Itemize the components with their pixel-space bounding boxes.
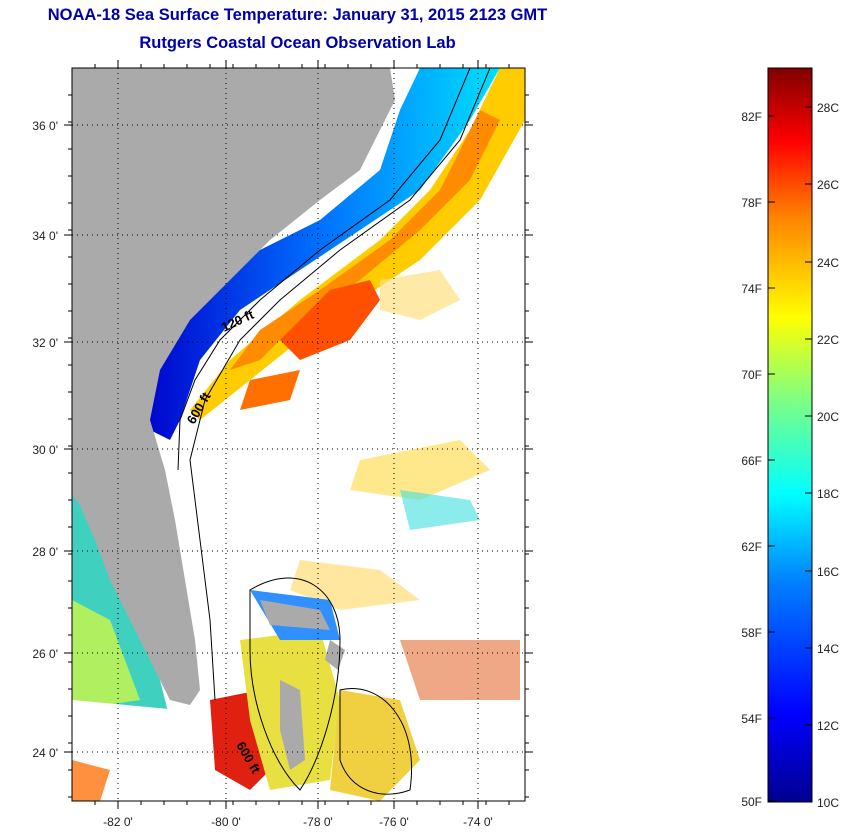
offshore-patch <box>350 440 490 500</box>
lon-tick-label: -82 0' <box>103 815 133 829</box>
colorbar-f-label: 58F <box>741 626 762 640</box>
colorbar-f-label: 74F <box>741 282 762 296</box>
warm-patch <box>240 370 300 410</box>
colorbar-c-label: 10C <box>817 796 839 810</box>
lat-tick-label: 28 0' <box>32 545 58 559</box>
map-gridlines <box>64 60 533 809</box>
colorbar-c-label: 26C <box>817 178 839 192</box>
contour-600ft <box>189 68 491 701</box>
land-us-southeast <box>72 68 395 705</box>
lat-tick-label: 36 0' <box>32 119 58 133</box>
colorbar-c-label: 28C <box>817 101 839 115</box>
colorbar-f-label: 78F <box>741 196 762 210</box>
lon-tick-label: -78 0' <box>303 815 333 829</box>
colorbar-f-label: 62F <box>741 540 762 554</box>
lat-tick-label: 30 0' <box>32 443 58 457</box>
colorbar-c-label: 20C <box>817 410 839 424</box>
map-frame <box>71 67 526 802</box>
offshore-patch <box>380 270 460 320</box>
land-andros <box>280 680 305 770</box>
colorbar-f-label: 66F <box>741 454 762 468</box>
land-grand-bahama <box>260 600 330 630</box>
colorbar <box>767 67 813 803</box>
colorbar-f-label: 70F <box>741 368 762 382</box>
gulf-shelf-water <box>72 600 140 710</box>
warm-eddy <box>280 280 380 360</box>
sst-layer <box>72 68 525 801</box>
shelf-water <box>140 68 500 440</box>
colorbar-f-label: 50F <box>741 795 762 809</box>
lat-tick-label: 24 0' <box>32 746 58 760</box>
lat-tick-label: 34 0' <box>32 229 58 243</box>
colorbar-c-label: 12C <box>817 719 839 733</box>
gulf-warm-water <box>72 760 110 801</box>
lon-tick-label: -74 0' <box>463 815 493 829</box>
colorbar-ticks <box>768 106 812 803</box>
colorbar-c-label: 22C <box>817 333 839 347</box>
cool-streak <box>400 490 480 530</box>
contour-120ft <box>177 68 471 471</box>
colorbar-f-label: 54F <box>741 712 762 726</box>
colorbar-c-label: 18C <box>817 487 839 501</box>
colorbar-f-label: 82F <box>741 110 762 124</box>
colorbar-c-label: 14C <box>817 642 839 656</box>
bahamas-bank <box>330 690 420 801</box>
lon-tick-label: -80 0' <box>211 815 241 829</box>
offshore-patch <box>290 560 420 610</box>
offshore-patch <box>400 640 520 700</box>
contour-bahamas <box>249 577 341 791</box>
lat-tick-label: 26 0' <box>32 647 58 661</box>
map-title: NOAA-18 Sea Surface Temperature: January… <box>47 6 548 24</box>
lon-tick-label: -76 0' <box>379 815 409 829</box>
gulf-stream-orange <box>230 110 500 370</box>
lat-tick-label: 32 0' <box>32 336 58 350</box>
colorbar-c-label: 16C <box>817 565 839 579</box>
contour-bahamas <box>339 688 412 795</box>
colorbar-c-label: 24C <box>817 256 839 270</box>
map-subtitle: Rutgers Coastal Ocean Observation Lab <box>139 34 456 52</box>
